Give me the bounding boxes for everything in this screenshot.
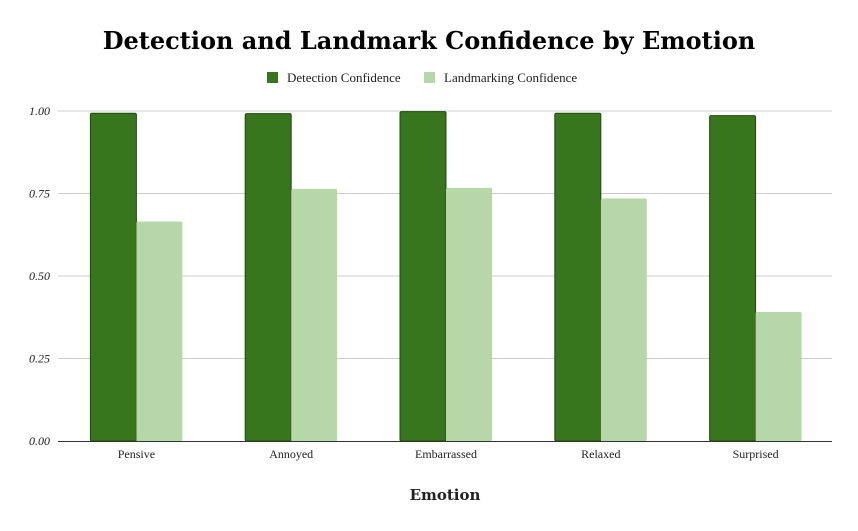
bar-landmarking-pensive [136,221,183,441]
y-tick-label: 0.75 [29,187,50,201]
y-axis-ticks: 0.00 0.25 0.50 0.75 1.00 [29,104,50,448]
bar-detection-surprised [709,115,757,442]
legend-swatch-1 [267,72,278,83]
x-tick-label: Annoyed [269,447,313,461]
chart-title: Detection and Landmark Confidence by Emo… [103,26,756,55]
bar-detection-annoyed [244,113,292,442]
bar-landmarking-surprised [755,311,802,441]
y-tick-label: 1.00 [29,104,50,118]
bar-detection-relaxed [554,112,602,442]
y-tick-label: 0.00 [29,434,50,448]
x-axis-ticks: Pensive Annoyed Embarrassed Relaxed Surprise… [118,447,779,461]
x-tick-label: Relaxed [581,447,620,461]
x-tick-label: Pensive [118,447,155,461]
legend-swatch-2 [424,72,435,83]
x-tick-label: Surprised [733,447,779,461]
x-axis-label: Emotion [410,486,481,504]
legend-label-1: Detection Confidence [287,70,401,85]
bar-landmarking-embarrassed [446,187,492,441]
y-tick-label: 0.25 [29,352,50,366]
legend-label-2: Landmarking Confidence [444,70,577,85]
bar-detection-pensive [89,112,137,442]
bars [89,111,802,442]
x-tick-label: Embarrassed [415,447,477,461]
bar-landmarking-relaxed [600,198,647,441]
bar-detection-embarrassed [399,111,447,442]
legend: Detection Confidence Landmarking Confiden… [267,70,577,85]
y-tick-label: 0.50 [29,269,50,283]
bar-landmarking-annoyed [291,188,338,441]
